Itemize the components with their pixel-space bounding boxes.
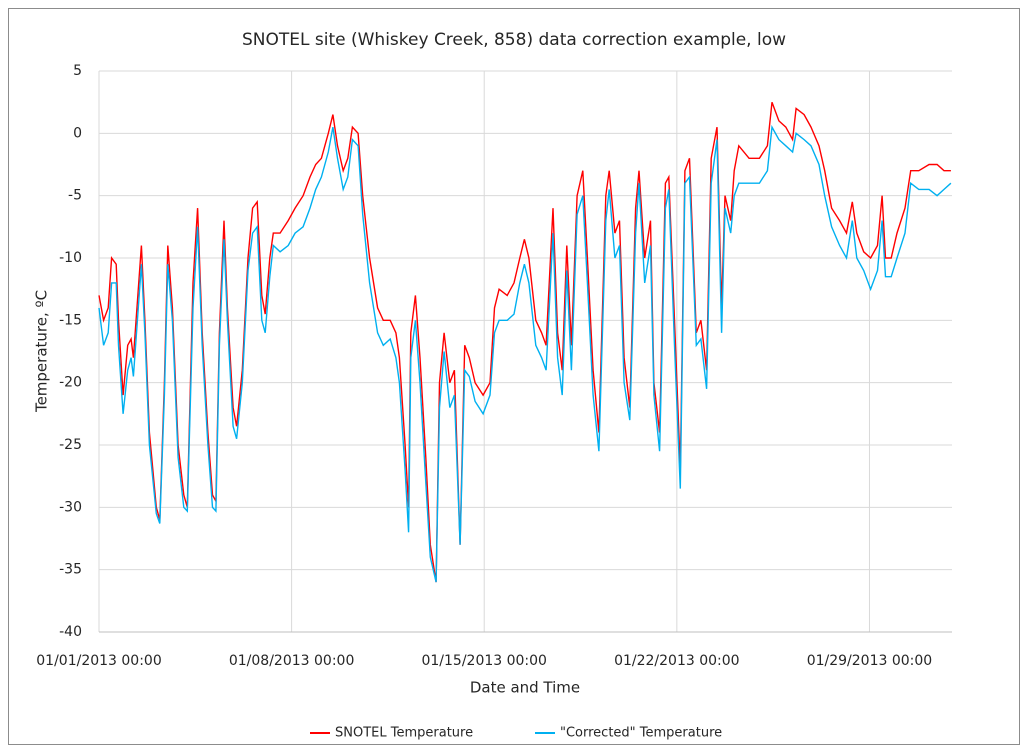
y-tick-label: -35 bbox=[59, 562, 82, 578]
x-axis-label: Date and Time bbox=[470, 679, 580, 697]
y-axis-label: Temperature, ºC bbox=[33, 290, 51, 413]
y-tick-label: -20 bbox=[59, 375, 82, 391]
chart-border bbox=[8, 8, 1020, 745]
legend: SNOTEL Temperature "Corrected" Temperatur… bbox=[310, 726, 722, 741]
y-tick-label: -40 bbox=[59, 624, 82, 640]
x-tick-label: 01/22/2013 00:00 bbox=[614, 653, 740, 669]
line-series bbox=[98, 124, 952, 583]
plot bbox=[98, 101, 952, 583]
legend-label: SNOTEL Temperature bbox=[335, 726, 473, 741]
y-tick-label: -15 bbox=[59, 312, 82, 328]
x-tick-label: 01/08/2013 00:00 bbox=[229, 653, 355, 669]
y-tick-label: -30 bbox=[59, 499, 82, 515]
x-tick-label: 01/15/2013 00:00 bbox=[421, 653, 547, 669]
chart-title: SNOTEL site (Whiskey Creek, 858) data co… bbox=[242, 30, 786, 50]
x-tick-label: 01/01/2013 00:00 bbox=[36, 653, 162, 669]
legend-label: "Corrected" Temperature bbox=[560, 726, 722, 741]
y-tick-label: -25 bbox=[59, 437, 82, 453]
x-tick-label: 01/29/2013 00:00 bbox=[807, 653, 933, 669]
y-tick-label: -10 bbox=[59, 250, 82, 266]
y-tick-label: 0 bbox=[73, 125, 82, 141]
y-tick-label: -5 bbox=[68, 188, 82, 204]
y-tick-label: 5 bbox=[73, 63, 82, 79]
grid: -40 -35 -30 -25 -20 -15 -10 -5 0 5 01/01/2013 00:0… bbox=[36, 63, 952, 669]
